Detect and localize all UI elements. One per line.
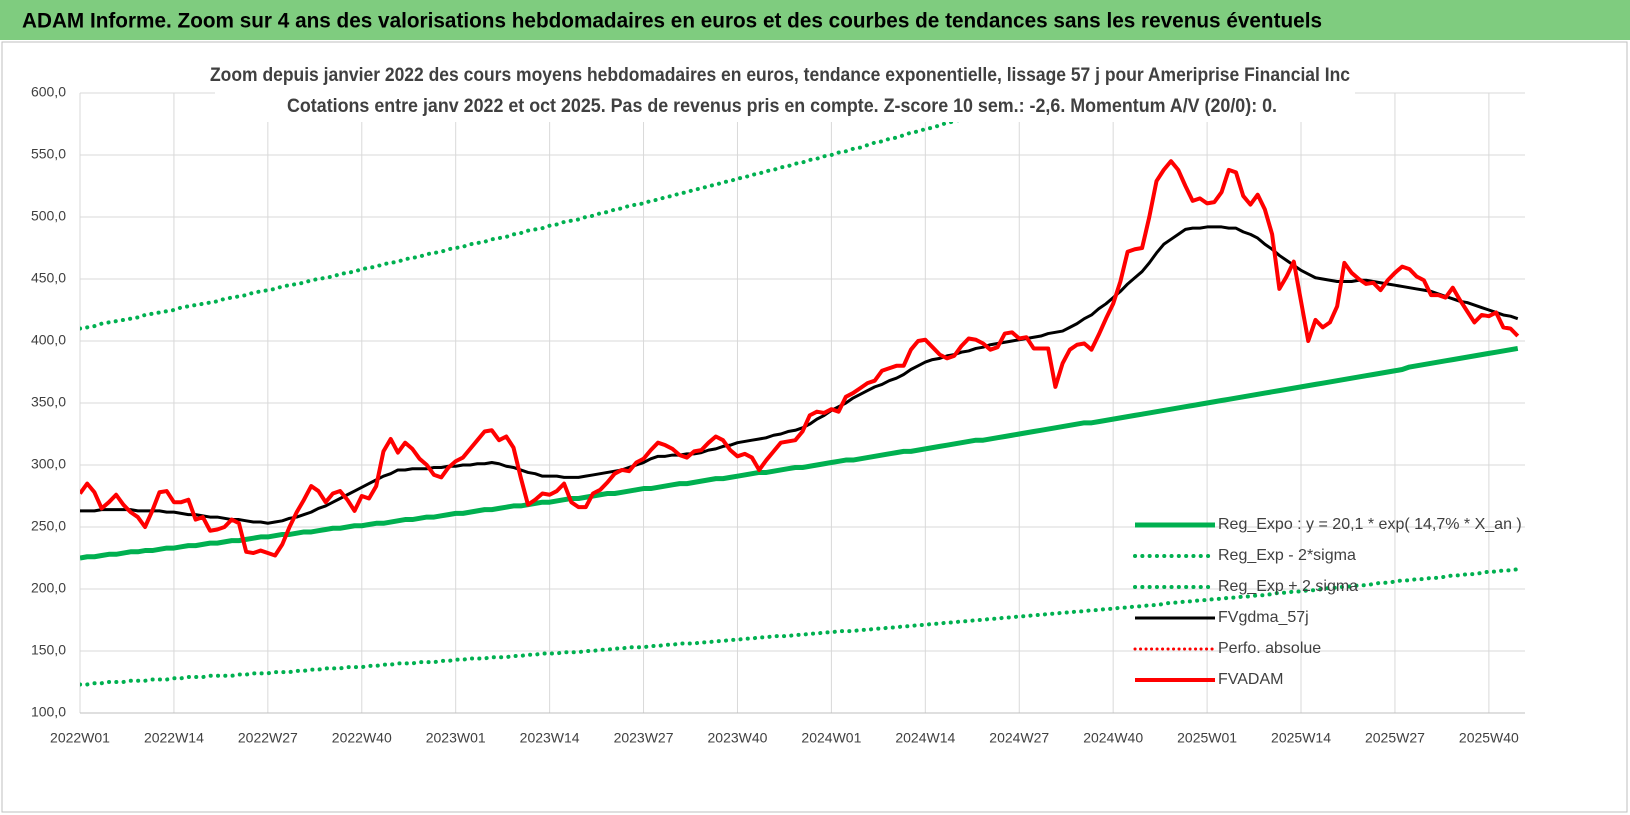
series-line [80, 567, 1520, 687]
x-tick-label: 2023W40 [708, 730, 768, 746]
legend-label: FVgdma_57j [1218, 609, 1309, 626]
plot [80, 93, 1520, 687]
y-tick-label: 250,0 [31, 518, 66, 534]
x-tick-label: 2022W14 [144, 730, 204, 746]
y-tick-label: 600,0 [31, 84, 66, 100]
x-tick-label: 2022W40 [332, 730, 392, 746]
series-line [80, 225, 1519, 525]
grid: 100,0 150,0 200,0 250,0 300,0 350,0 400,0 450,0… [31, 84, 1525, 746]
y-tick-label: 300,0 [31, 456, 66, 472]
x-tick-label: 2023W27 [614, 730, 674, 746]
y-tick-label: 200,0 [31, 580, 66, 596]
x-tick-label: 2024W40 [1083, 730, 1143, 746]
series-line [80, 345, 1519, 561]
x-tick-label: 2025W14 [1271, 730, 1331, 746]
header-title: ADAM Informe. Zoom sur 4 ans des valoris… [22, 10, 1322, 33]
x-tick-label: 2024W01 [801, 730, 861, 746]
legend-label: Perfo. absolue [1218, 640, 1321, 657]
x-tick-label: 2022W01 [50, 730, 110, 746]
y-tick-label: 550,0 [31, 146, 66, 162]
x-tick-label: 2025W27 [1365, 730, 1425, 746]
x-tick-label: 2025W01 [1177, 730, 1237, 746]
x-tick-label: 2023W01 [426, 730, 486, 746]
x-tick-label: 2023W14 [520, 730, 580, 746]
y-tick-label: 150,0 [31, 642, 66, 658]
chart-title: Zoom depuis janvier 2022 des cours moyen… [210, 65, 1350, 86]
y-tick-label: 500,0 [31, 208, 66, 224]
legend: Reg_Expo : y = 20,1 * exp( 14,7% * X_an … [1133, 516, 1522, 688]
header-bar [0, 0, 1630, 40]
legend-label: Reg_Exp + 2 sigma [1218, 578, 1358, 595]
x-tick-label: 2024W27 [989, 730, 1049, 746]
x-tick-label: 2025W40 [1459, 730, 1519, 746]
x-tick-label: 2022W27 [238, 730, 298, 746]
legend-label: Reg_Expo : y = 20,1 * exp( 14,7% * X_an … [1218, 516, 1522, 533]
chart-subtitle: Cotations entre janv 2022 et oct 2025. P… [287, 96, 1277, 117]
y-tick-label: 400,0 [31, 332, 66, 348]
y-tick-label: 350,0 [31, 394, 66, 410]
y-tick-label: 450,0 [31, 270, 66, 286]
x-tick-label: 2024W14 [895, 730, 955, 746]
y-tick-label: 100,0 [31, 704, 66, 720]
legend-label: Reg_Exp - 2*sigma [1218, 547, 1356, 564]
title-box [215, 60, 1355, 122]
legend-label: FVADAM [1218, 671, 1283, 688]
chart-border [1, 41, 1628, 813]
series-line [80, 159, 1520, 558]
